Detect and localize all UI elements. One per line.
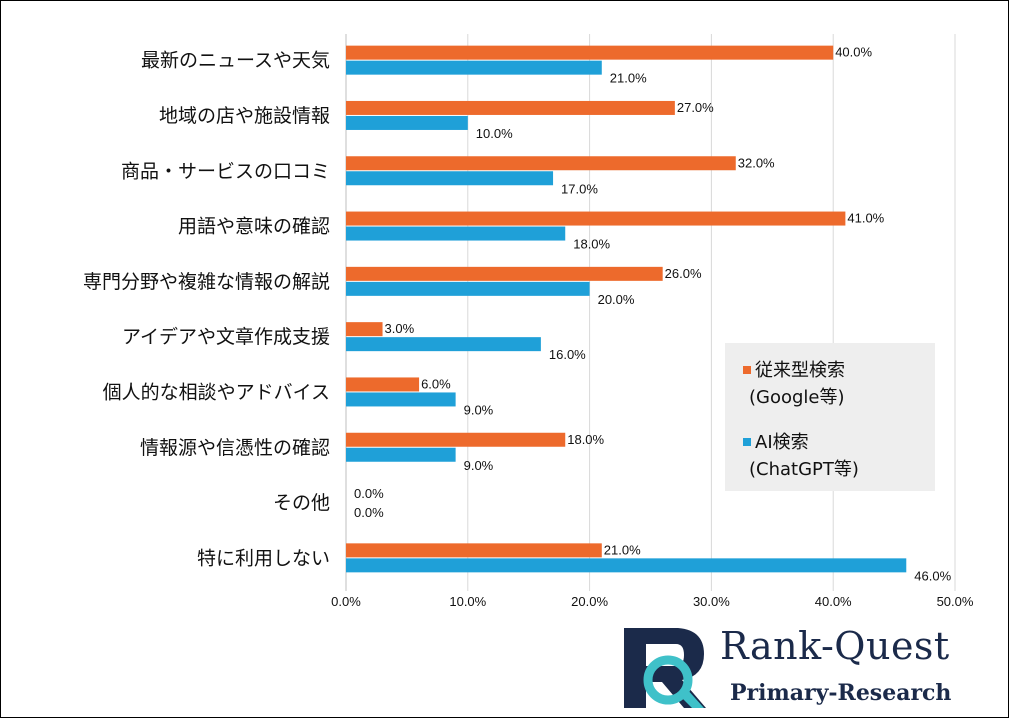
bar-ai (346, 447, 456, 462)
category-label: 個人的な相談やアドバイス (103, 381, 330, 403)
legend-label-line2: (Google等) (749, 387, 845, 408)
data-label: 26.0% (665, 266, 702, 281)
legend-label-line2: (ChatGPT等) (749, 459, 859, 480)
data-label: 3.0% (385, 321, 415, 336)
x-tick-label: 30.0% (693, 594, 730, 609)
category-label: 特に利用しない (197, 547, 330, 569)
x-tick-label: 10.0% (449, 594, 486, 609)
bar-google (346, 432, 566, 447)
data-label: 21.0% (604, 542, 641, 557)
rq-logo-mark-icon (624, 628, 706, 708)
data-label: 9.0% (464, 402, 494, 417)
data-label: 9.0% (464, 458, 494, 473)
category-label: 最新のニュースや天気 (141, 50, 330, 72)
bar-google (346, 100, 675, 115)
x-tick-label: 20.0% (571, 594, 608, 609)
rank-quest-logo: Rank-Quest Primary-Research (620, 622, 980, 714)
data-label: 17.0% (561, 181, 598, 196)
logo-name: Rank-Quest (720, 624, 950, 668)
bar-google (346, 266, 663, 281)
bar-google (346, 45, 834, 60)
data-label: 46.0% (914, 568, 951, 583)
x-tick-label: 50.0% (937, 594, 974, 609)
bar-ai (346, 281, 590, 296)
legend-swatch-google (743, 366, 751, 374)
category-label: アイデアや文章作成支援 (122, 326, 330, 348)
category-label: その他 (273, 492, 330, 514)
logo-subtitle: Primary-Research (730, 680, 952, 706)
data-label: 18.0% (573, 237, 610, 252)
data-label: 32.0% (738, 155, 775, 170)
data-label: 6.0% (421, 376, 451, 391)
bar-google (346, 377, 420, 392)
data-label: 16.0% (549, 347, 586, 362)
bar-ai (346, 392, 456, 407)
category-label: 専門分野や複雑な情報の解説 (83, 271, 330, 293)
data-label: 0.0% (354, 486, 384, 501)
data-label: 40.0% (835, 45, 872, 60)
bar-ai (346, 226, 566, 241)
category-label: 情報源や信憑性の確認 (140, 437, 330, 459)
bar-ai (346, 60, 602, 75)
legend-label-line1: AI検索 (755, 432, 809, 453)
x-tick-label: 0.0% (331, 594, 361, 609)
bar-google (346, 543, 602, 558)
data-label: 21.0% (610, 71, 647, 86)
bar-google (346, 156, 736, 171)
data-label: 41.0% (847, 211, 884, 226)
category-label: 用語や意味の確認 (178, 216, 330, 238)
data-label: 27.0% (677, 100, 714, 115)
bar-google (346, 211, 846, 226)
bar-ai (346, 115, 468, 130)
bar-ai (346, 337, 541, 352)
x-tick-label: 40.0% (815, 594, 852, 609)
legend: 従来型検索 (Google等) AI検索 (ChatGPT等) (725, 343, 935, 491)
bar-ai (346, 558, 907, 573)
bar-ai (346, 171, 554, 186)
data-label: 18.0% (567, 432, 604, 447)
data-label: 10.0% (476, 126, 513, 141)
category-label: 商品・サービスの口コミ (121, 160, 330, 182)
legend-label-line1: 従来型検索 (755, 360, 845, 381)
data-label: 20.0% (598, 292, 635, 307)
data-label: 0.0% (354, 505, 384, 520)
bar-google (346, 322, 383, 337)
legend-swatch-ai (743, 438, 751, 446)
category-label: 地域の店や施設情報 (159, 105, 330, 127)
